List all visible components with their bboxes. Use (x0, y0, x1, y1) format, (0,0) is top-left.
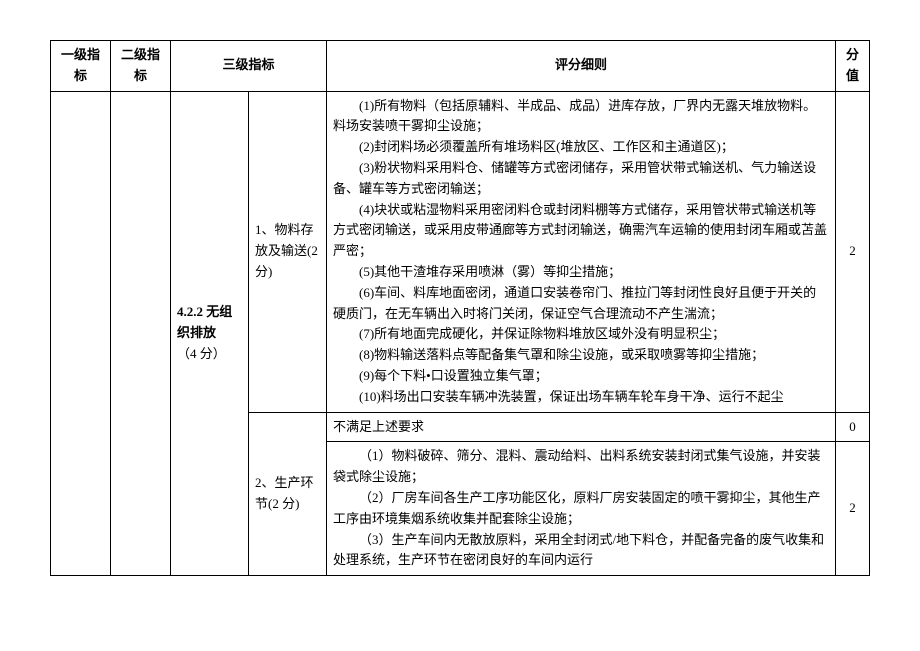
sub-cell: 2、生产环节(2 分) (249, 412, 327, 576)
detail-line: (8)物料输送落料点等配备集气罩和除尘设施，或采取喷雾等抑尘措施； (333, 345, 829, 366)
detail-line: (4)块状或粘湿物料采用密闭料仓或封闭料棚等方式储存，采用管状带式输送机等方式密… (333, 200, 829, 262)
sub-cell: 1、物料存放及输送(2 分) (249, 91, 327, 412)
detail-line: (5)其他干渣堆存采用喷淋（雾）等抑尘措施； (333, 262, 829, 283)
detail-line: （2）厂房车间各生产工序功能区化，原料厂房安装固定的喷干雾抑尘，其他生产工序由环… (333, 488, 829, 530)
header-row: 一级指标 二级指标 三级指标 评分细则 分值 (51, 41, 870, 92)
header-lvl3: 三级指标 (171, 41, 327, 92)
header-detail: 评分细则 (327, 41, 836, 92)
header-lvl2: 二级指标 (111, 41, 171, 92)
detail-line: (1)所有物料（包括原辅料、半成品、成品）进库存放，厂界内无露天堆放物料。料场安… (333, 96, 829, 138)
score-cell: 2 (836, 442, 870, 576)
scoring-table: 一级指标 二级指标 三级指标 评分细则 分值 4.2.2 无组织排放 （4 分）… (50, 40, 870, 576)
detail-line: （3）生产车间内无散放原料，采用全封闭式/地下料仓，并配备完备的废气收集和处理系… (333, 530, 829, 572)
lvl2-cell (111, 91, 171, 576)
detail-cell: 不满足上述要求 (327, 412, 836, 442)
detail-line: （1）物料破碎、筛分、混料、震动给料、出料系统安装封闭式集气设施，并安装袋式除尘… (333, 446, 829, 488)
header-score: 分值 (836, 41, 870, 92)
header-lvl1: 一级指标 (51, 41, 111, 92)
detail-line: (2)封闭料场必须覆盖所有堆场料区(堆放区、工作区和主通道区)； (333, 137, 829, 158)
detail-line: (7)所有地面完成硬化，并保证除物料堆放区域外没有明显积尘； (333, 324, 829, 345)
detail-line: (6)车间、料库地面密闭，通道口安装卷帘门、推拉门等封闭性良好且便于开关的硬质门… (333, 283, 829, 325)
detail-line: (9)每个下料•口设置独立集气罩； (333, 366, 829, 387)
lvl3-weight: （4 分） (177, 344, 242, 365)
score-cell: 2 (836, 91, 870, 412)
detail-line: (10)料场出口安装车辆冲洗装置，保证出场车辆车轮车身干净、运行不起尘 (333, 387, 829, 408)
detail-cell: （1）物料破碎、筛分、混料、震动给料、出料系统安装封闭式集气设施，并安装袋式除尘… (327, 442, 836, 576)
lvl1-cell (51, 91, 111, 576)
lvl3-cell: 4.2.2 无组织排放 （4 分） (171, 91, 249, 576)
detail-cell: (1)所有物料（包括原辅料、半成品、成品）进库存放，厂界内无露天堆放物料。料场安… (327, 91, 836, 412)
detail-line: (3)粉状物料采用料仓、储罐等方式密闭储存，采用管状带式输送机、气力输送设备、罐… (333, 158, 829, 200)
score-cell: 0 (836, 412, 870, 442)
lvl3-code: 4.2.2 无组织排放 (177, 304, 232, 340)
table-row: 4.2.2 无组织排放 （4 分） 1、物料存放及输送(2 分) (1)所有物料… (51, 91, 870, 412)
